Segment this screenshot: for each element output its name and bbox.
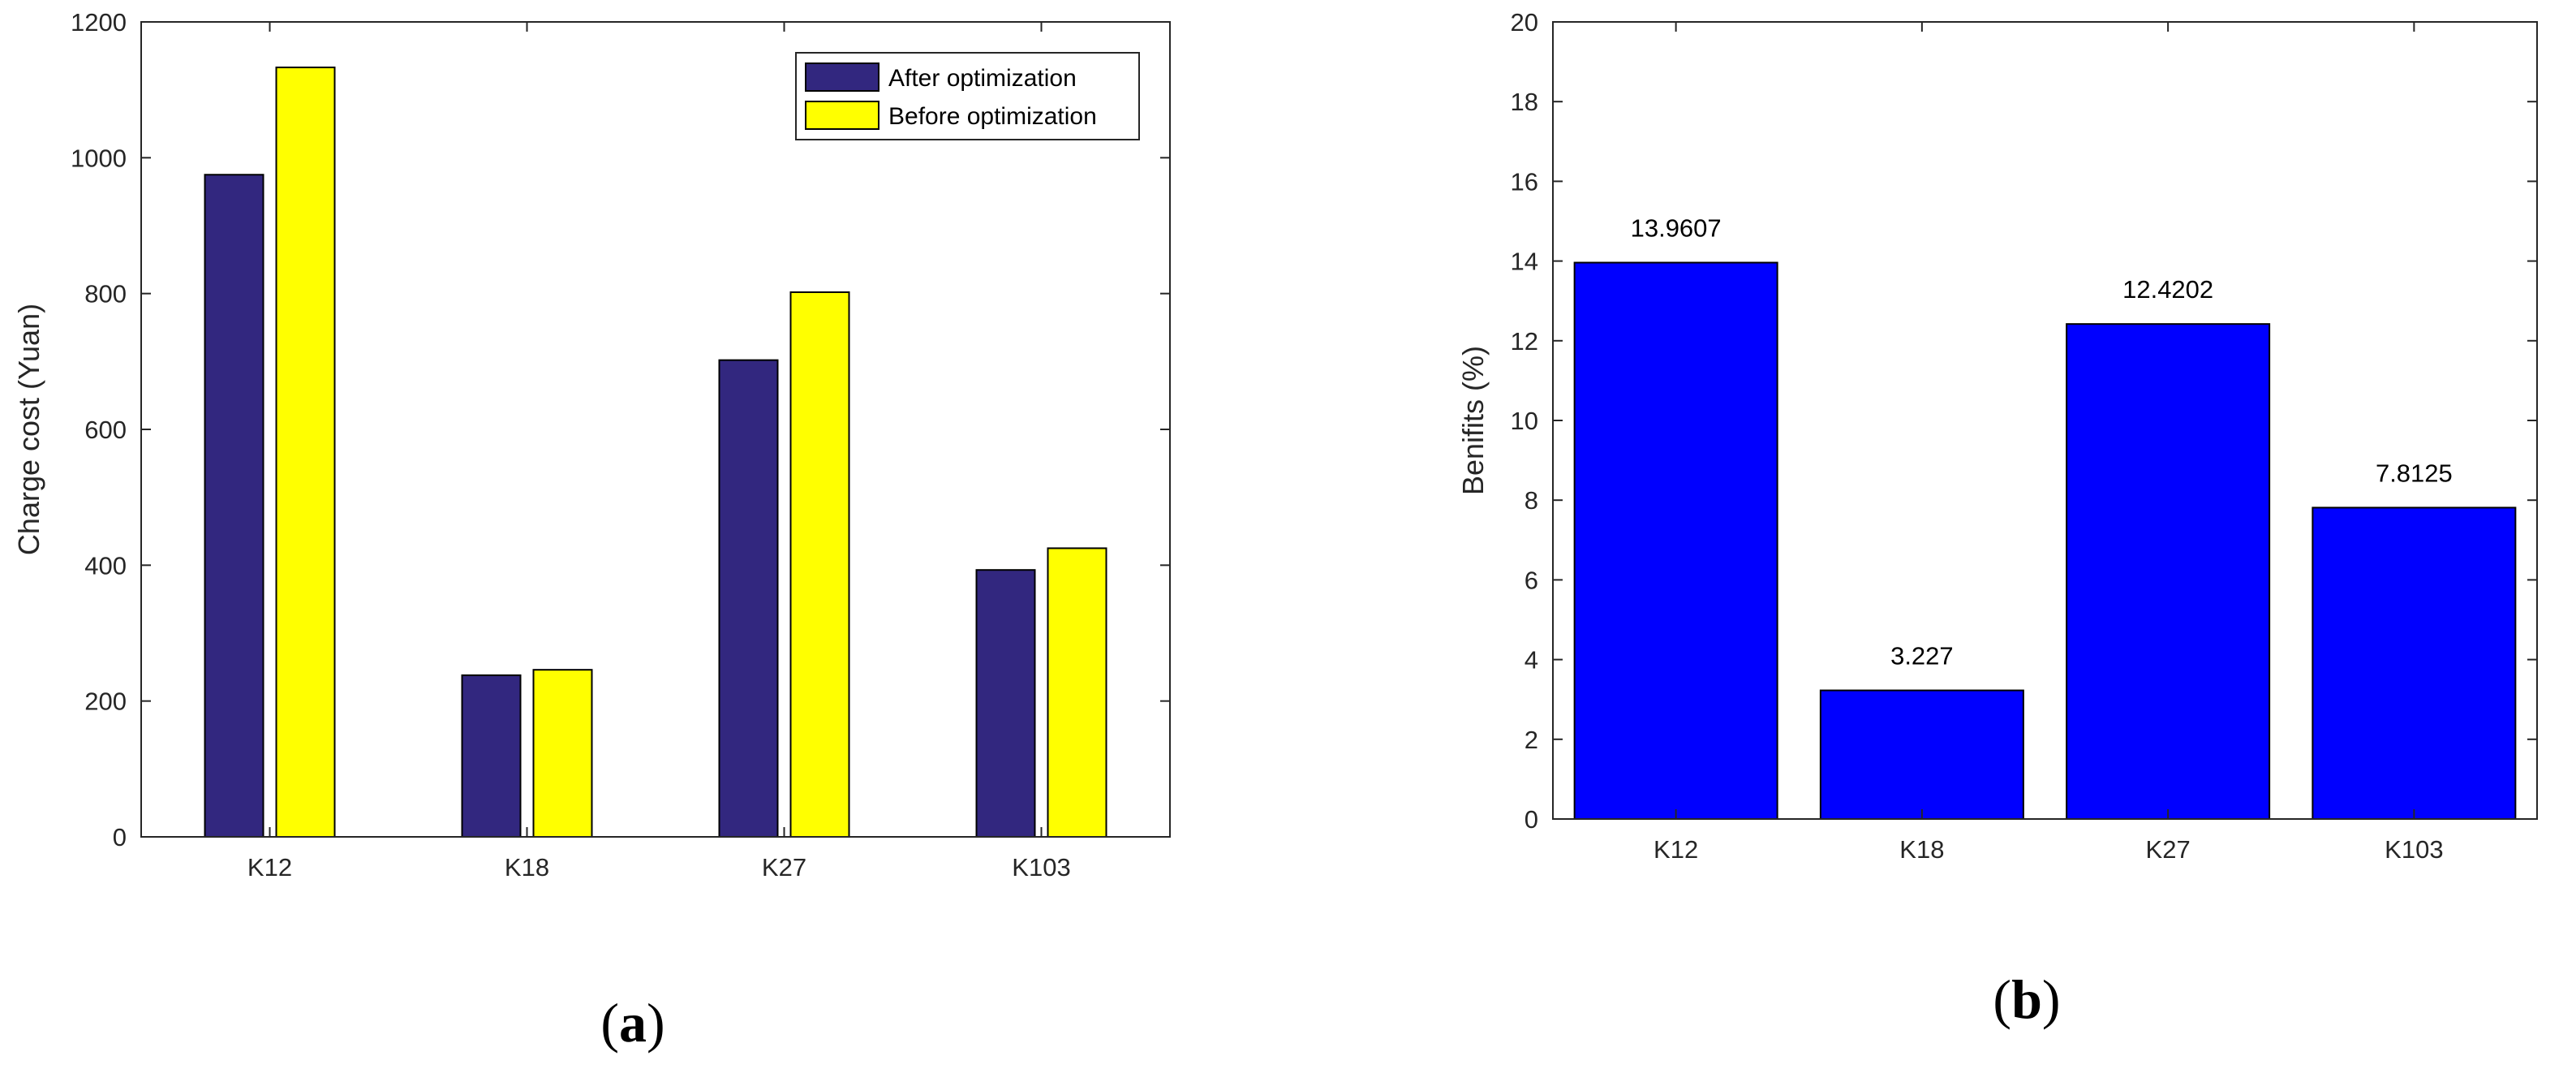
chart-b-y-axis-label: Benifits (%) (1456, 346, 1490, 495)
x-tick-label: K27 (762, 853, 806, 881)
x-tick-label: K18 (1899, 835, 1944, 864)
y-tick-label: 600 (84, 416, 127, 444)
panel-caption-b-letter: b (2011, 968, 2042, 1030)
panel-caption-b: (b) (1993, 968, 2060, 1030)
y-tick-label: 0 (113, 823, 127, 851)
x-tick-label: K27 (2146, 835, 2191, 864)
chart-b: 13.9607 3.227 12.4202 7.8125 0 2 4 6 8 10 12 14 16 1… (1456, 8, 2538, 864)
bar-before-k12 (275, 67, 336, 838)
bar-benefit-k12 (1573, 261, 1778, 821)
bar-after-k18 (461, 674, 522, 838)
y-tick-label: 1200 (71, 8, 127, 37)
x-tick-label: K12 (247, 853, 292, 881)
data-label-k18: 3.227 (1890, 642, 1954, 670)
y-tick-label: 18 (1511, 88, 1538, 116)
y-tick-label: 400 (84, 551, 127, 580)
data-label-k103: 7.8125 (2376, 459, 2453, 487)
chart-a: 0 200 400 600 800 1000 1200 K12 K18 K27 K103 Char… (12, 8, 1171, 881)
y-tick-label: 0 (1525, 805, 1538, 834)
y-tick-label: 12 (1511, 327, 1538, 356)
y-tick-label: 16 (1511, 167, 1538, 196)
legend-label-before: Before optimization (888, 103, 1097, 130)
bar-before-k103 (1047, 547, 1107, 838)
bar-after-k27 (718, 359, 779, 838)
panel-caption-a-letter: a (619, 992, 647, 1054)
chart-a-legend: After optimization Before optimization (795, 52, 1140, 140)
legend-swatch-before (805, 101, 879, 130)
y-tick-label: 1000 (71, 144, 127, 172)
bar-before-k18 (532, 669, 593, 838)
x-tick-label: K103 (1012, 853, 1070, 881)
chart-a-y-axis-label: Charge cost (Yuan) (12, 304, 45, 555)
y-tick-label: 200 (84, 688, 127, 716)
y-tick-label: 20 (1511, 8, 1538, 37)
x-tick-label: K12 (1654, 835, 1698, 864)
legend-swatch-after (805, 63, 879, 92)
bar-benefit-k27 (2066, 323, 2271, 821)
y-tick-label: 800 (84, 280, 127, 308)
y-tick-label: 2 (1525, 726, 1538, 754)
legend-label-after: After optimization (888, 65, 1077, 92)
x-tick-label: K103 (2385, 835, 2443, 864)
y-tick-label: 8 (1525, 486, 1538, 515)
x-tick-label: K18 (505, 853, 549, 881)
data-label-k12: 13.9607 (1631, 214, 1722, 243)
bar-benefit-k18 (1819, 689, 2024, 821)
bar-after-k103 (975, 569, 1036, 838)
data-label-k27: 12.4202 (2122, 275, 2213, 304)
y-tick-label: 14 (1511, 248, 1538, 276)
panel-caption-a: (a) (600, 992, 664, 1054)
bar-before-k27 (789, 291, 850, 838)
y-tick-label: 10 (1511, 407, 1538, 435)
y-tick-label: 6 (1525, 566, 1538, 594)
y-tick-label: 4 (1525, 646, 1538, 675)
bar-after-k12 (204, 174, 264, 838)
bar-benefit-k103 (2312, 506, 2517, 820)
